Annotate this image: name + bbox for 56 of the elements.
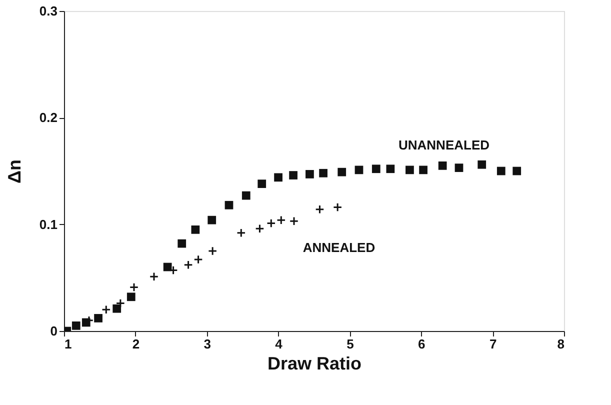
point [258, 180, 266, 188]
x-tick-label: 1 [64, 336, 72, 352]
point [274, 173, 282, 182]
point [454, 164, 464, 172]
point [72, 321, 80, 330]
point [194, 254, 203, 264]
point [386, 164, 395, 174]
point [149, 272, 159, 282]
point [208, 246, 218, 256]
point [406, 166, 414, 174]
point [289, 216, 299, 226]
point [419, 166, 428, 174]
point [266, 218, 276, 228]
point [163, 262, 172, 272]
x-tick-label: 5 [346, 336, 354, 352]
point [255, 224, 264, 234]
point [438, 161, 447, 170]
point [184, 260, 193, 270]
series-label: ANNEALED [302, 240, 376, 255]
point [289, 171, 298, 180]
y-tick-label: 0.3 [39, 4, 58, 18]
point [354, 166, 364, 174]
x-tick-label: 4 [275, 336, 284, 352]
x-tick-label: 6 [418, 336, 426, 352]
y-axis-title: Δn [4, 160, 24, 184]
point [236, 228, 246, 238]
y-tick-label: 0 [50, 324, 58, 338]
point [224, 200, 234, 210]
point [276, 215, 286, 225]
series-label: UNANNEALED [398, 137, 490, 152]
point [332, 202, 342, 212]
point [208, 216, 216, 224]
point [129, 282, 139, 292]
x-tick-label: 8 [557, 336, 564, 352]
point [319, 168, 328, 178]
point [478, 160, 486, 169]
point [315, 204, 324, 214]
point [242, 191, 250, 200]
x-tick-label: 7 [489, 336, 497, 352]
point [94, 314, 102, 322]
point [372, 164, 380, 174]
point [102, 305, 111, 314]
x-tick-label: 2 [132, 336, 140, 352]
point [512, 166, 522, 176]
point [116, 298, 126, 308]
point [338, 168, 346, 176]
point [126, 292, 136, 302]
x-tick-label: 3 [204, 336, 211, 352]
point [178, 239, 186, 248]
x-axis-title: Draw Ratio [267, 354, 362, 374]
point [112, 304, 122, 313]
y-tick-label: 0.2 [39, 110, 58, 126]
point [306, 170, 314, 178]
point [496, 166, 506, 176]
point [191, 225, 200, 234]
y-tick-label: 0.1 [39, 216, 58, 232]
